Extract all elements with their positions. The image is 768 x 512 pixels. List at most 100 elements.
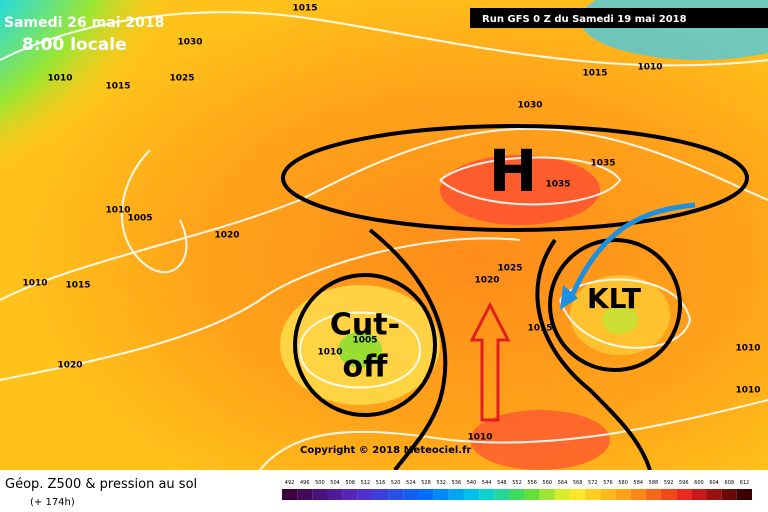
scale-swatch <box>736 489 752 500</box>
scale-swatch <box>539 489 555 500</box>
scale-swatch <box>524 489 540 500</box>
scale-swatch <box>403 489 419 500</box>
scale-label: 564 <box>558 480 568 486</box>
scale-label: 548 <box>497 480 507 486</box>
scale-label: 572 <box>588 480 598 486</box>
isobar-label: 1010 <box>105 206 130 216</box>
scale-swatch <box>600 489 616 500</box>
scale-swatch <box>691 489 707 500</box>
blue-arrow <box>567 202 696 301</box>
isobar-label: 1010 <box>467 433 492 443</box>
scale-swatch <box>554 489 571 500</box>
isobar-label: 1015 <box>527 324 552 334</box>
scale-swatch <box>388 489 404 500</box>
scale-swatch <box>433 489 449 500</box>
isobar-label: 1010 <box>47 74 72 84</box>
isobar-label: 1020 <box>474 276 499 286</box>
scale-label: 584 <box>634 480 644 486</box>
scale-swatch <box>615 489 631 500</box>
scale-swatch <box>463 489 480 500</box>
scale-label: 496 <box>300 480 310 486</box>
isobar-label: 1010 <box>317 348 342 358</box>
scale-swatch <box>676 489 692 500</box>
scale-label: 600 <box>694 480 704 486</box>
scale-label: 580 <box>618 480 628 486</box>
isobar-label: 1025 <box>497 264 522 274</box>
scale-swatch <box>372 489 389 500</box>
date-text: Samedi 26 mai 2018 <box>4 15 164 31</box>
isobar-labels: 1015 1030 1025 1010 1015 1015 1010 1030 1035 1035… <box>22 4 760 443</box>
isobar-label: 1005 <box>127 214 152 224</box>
isobar-label: 1020 <box>57 361 82 371</box>
scale-label: 560 <box>543 480 553 486</box>
scale-swatch <box>706 489 722 500</box>
scale-swatch <box>312 489 328 500</box>
scale-swatch <box>509 489 525 500</box>
scale-swatch <box>570 489 586 500</box>
scale-swatch <box>448 489 464 500</box>
run-text: Run GFS 0 Z du Samedi 19 mai 2018 <box>482 14 687 25</box>
isobar-label: 1030 <box>517 101 542 111</box>
scale-swatch <box>479 489 495 500</box>
scale-swatch <box>585 489 601 500</box>
scale-swatch <box>494 489 510 500</box>
klt-label: KLT <box>587 282 641 315</box>
scale-label: 612 <box>740 480 750 486</box>
isobar-label: 1025 <box>169 74 194 84</box>
annotation-shapes <box>281 124 749 472</box>
isobar-label: 1010 <box>735 344 760 354</box>
scale-swatch <box>645 489 662 500</box>
scale-label: 556 <box>527 480 537 486</box>
scale-label: 516 <box>376 480 386 486</box>
scale-swatch <box>297 489 313 500</box>
scale-swatch <box>418 489 434 500</box>
scale-label: 592 <box>664 480 674 486</box>
scale-label: 568 <box>573 480 583 486</box>
scale-label: 504 <box>330 480 340 486</box>
scale-label: 604 <box>709 480 719 486</box>
high-label: H <box>489 137 538 205</box>
cutoff-label: off <box>343 350 389 385</box>
isobar-label: 1015 <box>65 281 90 291</box>
scale-label: 508 <box>345 480 355 486</box>
color-scale: 492 496 500 504 508 512 516 520 524 528 532 536 540 5… <box>282 480 752 500</box>
scale-label: 536 <box>452 480 462 486</box>
isobar-label: 1010 <box>22 279 47 289</box>
scale-swatch <box>282 489 298 500</box>
scale-label: 588 <box>649 480 659 486</box>
scale-label: 596 <box>679 480 689 486</box>
run-box <box>470 8 768 28</box>
scale-label: 524 <box>406 480 416 486</box>
isobar-label: 1020 <box>214 231 239 241</box>
isobar-label: 1030 <box>177 38 202 48</box>
scale-label: 552 <box>512 480 522 486</box>
scale-label: 544 <box>482 480 492 486</box>
scale-label: 532 <box>436 480 446 486</box>
scale-label: 576 <box>603 480 613 486</box>
scale-swatch <box>327 489 343 500</box>
scale-swatch <box>357 489 373 500</box>
isobar-label: 1010 <box>735 386 760 396</box>
legend-lead: (+ 174h) <box>30 497 75 508</box>
isobar-label: 1015 <box>292 4 317 14</box>
scale-label: 520 <box>391 480 401 486</box>
blue-arrowhead <box>560 285 578 310</box>
isobar-label: 1015 <box>105 82 130 92</box>
scale-swatch <box>661 489 677 500</box>
isobar-label: 1010 <box>637 63 662 73</box>
isobar-label: 1035 <box>545 180 570 190</box>
red-arrow <box>469 301 511 422</box>
copyright: Copyright © 2018 Meteociel.fr <box>300 445 471 456</box>
time-text: 8:00 locale <box>22 35 127 55</box>
scale-label: 540 <box>467 480 477 486</box>
scale-swatch <box>342 489 358 500</box>
scale-label: 608 <box>724 480 734 486</box>
isobars <box>0 11 768 471</box>
isobar-label: 1005 <box>352 336 377 346</box>
isobar-label: 1015 <box>582 69 607 79</box>
scale-swatch <box>721 489 737 500</box>
scale-label: 500 <box>315 480 325 486</box>
scale-label: 492 <box>285 480 295 486</box>
